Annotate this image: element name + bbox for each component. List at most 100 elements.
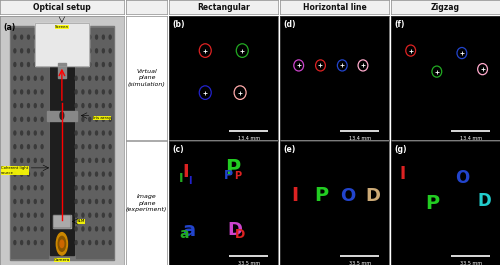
Circle shape <box>96 63 98 67</box>
Circle shape <box>96 131 98 135</box>
Circle shape <box>102 90 104 94</box>
Circle shape <box>20 186 22 190</box>
Circle shape <box>28 241 30 245</box>
Circle shape <box>28 131 30 135</box>
Circle shape <box>20 213 22 217</box>
Circle shape <box>34 186 36 190</box>
Text: Screen: Screen <box>55 25 69 29</box>
Text: I: I <box>400 165 406 183</box>
Circle shape <box>20 63 22 67</box>
Text: Zigzag: Zigzag <box>431 3 460 12</box>
Circle shape <box>109 172 111 176</box>
Circle shape <box>102 131 104 135</box>
Text: SLM: SLM <box>76 219 85 223</box>
Text: Virtual
plane
(simulation): Virtual plane (simulation) <box>128 69 166 87</box>
Text: I: I <box>179 172 184 185</box>
Circle shape <box>88 35 90 39</box>
Circle shape <box>28 49 30 53</box>
Circle shape <box>75 172 77 176</box>
Circle shape <box>14 186 16 190</box>
Text: (c): (c) <box>172 145 184 154</box>
Circle shape <box>96 158 98 162</box>
Circle shape <box>20 227 22 231</box>
Circle shape <box>75 90 77 94</box>
Circle shape <box>109 131 111 135</box>
Circle shape <box>102 158 104 162</box>
Circle shape <box>96 241 98 245</box>
Circle shape <box>88 131 90 135</box>
Circle shape <box>109 186 111 190</box>
Bar <box>11 28 49 258</box>
Circle shape <box>96 35 98 39</box>
Circle shape <box>75 145 77 149</box>
Circle shape <box>20 200 22 204</box>
Circle shape <box>20 49 22 53</box>
Circle shape <box>14 76 16 80</box>
Bar <box>53 215 70 228</box>
Circle shape <box>75 117 77 121</box>
Circle shape <box>82 158 84 162</box>
Circle shape <box>82 76 84 80</box>
Circle shape <box>96 117 98 121</box>
Circle shape <box>102 213 104 217</box>
Circle shape <box>14 172 16 176</box>
Bar <box>50 31 74 255</box>
Circle shape <box>102 186 104 190</box>
Circle shape <box>75 49 77 53</box>
Text: (a): (a) <box>4 23 16 32</box>
Circle shape <box>109 227 111 231</box>
Circle shape <box>88 213 90 217</box>
Circle shape <box>96 145 98 149</box>
Text: 33.5 mm: 33.5 mm <box>460 261 481 265</box>
Circle shape <box>88 241 90 245</box>
Circle shape <box>28 186 30 190</box>
Circle shape <box>14 49 16 53</box>
Text: (d): (d) <box>284 20 296 29</box>
Text: D: D <box>227 221 242 239</box>
Text: Optical setup: Optical setup <box>33 3 91 12</box>
Circle shape <box>75 76 77 80</box>
Circle shape <box>88 90 90 94</box>
Bar <box>53 215 70 228</box>
Text: Iris array: Iris array <box>93 116 111 120</box>
Circle shape <box>41 227 43 231</box>
Circle shape <box>28 117 30 121</box>
Circle shape <box>96 227 98 231</box>
Circle shape <box>102 76 104 80</box>
Circle shape <box>41 131 43 135</box>
Circle shape <box>41 172 43 176</box>
Bar <box>58 63 66 78</box>
Circle shape <box>41 90 43 94</box>
Circle shape <box>41 117 43 121</box>
Circle shape <box>28 76 30 80</box>
Circle shape <box>14 63 16 67</box>
Circle shape <box>75 213 77 217</box>
Circle shape <box>109 90 111 94</box>
Circle shape <box>28 172 30 176</box>
Circle shape <box>14 145 16 149</box>
Circle shape <box>102 172 104 176</box>
Text: a: a <box>182 221 196 240</box>
Circle shape <box>88 227 90 231</box>
Circle shape <box>96 90 98 94</box>
Circle shape <box>34 200 36 204</box>
Circle shape <box>82 104 84 108</box>
Text: (b): (b) <box>172 20 185 29</box>
Circle shape <box>102 49 104 53</box>
Circle shape <box>14 117 16 121</box>
Circle shape <box>34 117 36 121</box>
Circle shape <box>88 158 90 162</box>
Circle shape <box>41 49 43 53</box>
Circle shape <box>109 49 111 53</box>
Circle shape <box>20 76 22 80</box>
Text: 33.5 mm: 33.5 mm <box>348 261 371 265</box>
Circle shape <box>14 227 16 231</box>
Circle shape <box>82 90 84 94</box>
Text: Coherent light
source: Coherent light source <box>1 166 28 175</box>
Circle shape <box>56 233 68 255</box>
Circle shape <box>96 104 98 108</box>
Circle shape <box>96 172 98 176</box>
Circle shape <box>14 213 16 217</box>
Text: P: P <box>314 186 328 205</box>
Circle shape <box>34 213 36 217</box>
